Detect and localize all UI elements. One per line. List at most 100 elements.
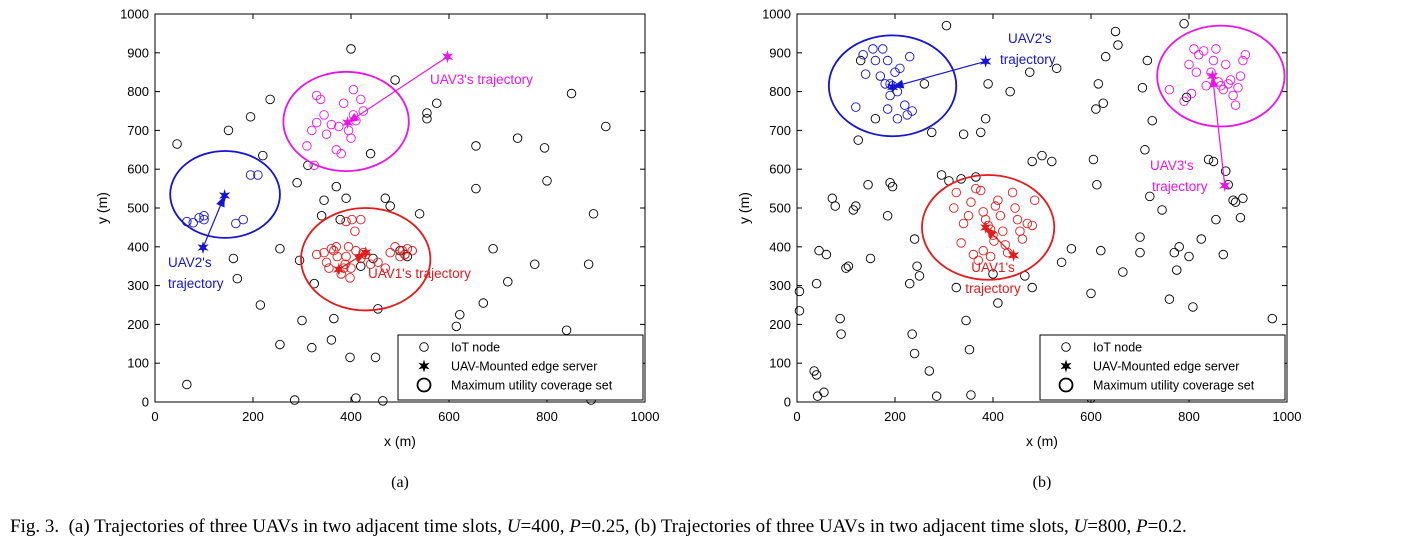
iot-node [402,251,413,262]
x-tick-label: 600 [1080,409,1102,424]
iot-node [451,321,462,332]
uav2-covered-node [878,44,888,54]
y-tick-label: 1000 [762,7,791,22]
iot-node [1211,214,1221,225]
uav2-covered-node [860,69,871,79]
iot-node [345,352,355,363]
iot-node [1157,205,1167,215]
y-axis-label: y (m) [94,192,110,224]
y-tick-label: 200 [127,317,149,332]
legend-server-label: UAV-Mounted edge server [1093,360,1239,374]
iot-node [1208,156,1219,167]
caption-b-p-val: =0.2. [1147,516,1187,537]
iot-node [1171,265,1182,275]
uav2-covered-node [858,49,868,60]
iot-node [1118,267,1128,277]
iot-node [1096,245,1106,256]
uav3-trajectory-label: UAV3's [1150,158,1194,173]
iot-node [341,193,351,204]
uav3-covered-node [334,121,344,132]
uav1-server-start [1008,248,1020,262]
iot-node [909,348,920,359]
iot-node [988,269,998,279]
uav1-covered-node [966,197,976,207]
panel-b: 0 200 400 600 800 1000 0 100 200 300 400 500 600 700 8… [736,7,1301,492]
x-tick-label: 400 [982,409,1004,424]
uav1-covered-node [395,251,405,262]
y-tick-label: 500 [127,201,149,216]
caption-b-u-var: U [1073,516,1088,537]
y-tick-label: 300 [769,278,791,293]
uav3-covered-node [356,94,366,105]
y-tick-label: 0 [142,395,149,410]
iot-node [503,276,513,287]
x-tick-label: 400 [340,409,362,424]
iot-node [1093,79,1104,89]
iot-node [365,148,376,159]
uav3-server-start [1219,179,1231,192]
iot-node [331,181,342,192]
uav1-covered-node [978,245,988,256]
iot-node [258,150,268,161]
uav1-covered-node [1022,218,1033,229]
uav1-coverage-circle [300,207,432,312]
iot-node [329,313,339,324]
uav3-covered-node [1191,67,1202,77]
uav2-covered-node [182,216,192,227]
uav1-covered-node [949,203,959,213]
uav1-covered-node [990,201,1001,211]
iot-node [941,20,952,31]
y-tick-label: 400 [127,239,149,254]
uav3-covered-node [1184,59,1194,70]
x-tick-label: 200 [884,409,906,424]
uav1-covered-node [331,242,342,252]
x-axis-label: x (m) [1026,433,1058,449]
uav2-coverage-circle [827,34,958,138]
uav1-covered-node [346,263,356,273]
y-tick-label: 500 [769,201,791,216]
iot-node [294,255,305,266]
uav1-covered-node [968,249,979,260]
uav2-covered-node [892,114,903,124]
uav2-covered-node [875,71,886,81]
uav3-covered-node [326,119,337,130]
uav3-covered-node [1238,55,1248,66]
iot-node [488,243,498,254]
uav2-covered-node [199,211,209,221]
iot-node [1140,145,1150,155]
y-tick-label: 700 [769,123,791,138]
uav1-covered-node [350,226,360,237]
uav1-covered-node [326,243,337,254]
uav2-covered-node [868,44,878,54]
iot-node [1098,98,1108,108]
caption-a-u-var: U [506,516,521,537]
iot-node [422,108,432,118]
iot-node [1169,247,1180,258]
uav1-covered-node [995,211,1006,221]
uav2-covered-node [900,100,910,110]
iot-node [566,88,577,99]
iot-node [265,94,275,105]
iot-node [530,259,540,270]
uav2-trajectory-line [892,60,986,88]
uav2-server-start [980,54,992,68]
panel-label: (a) [391,474,409,491]
iot-node [422,114,432,124]
uav2-covered-node [238,214,248,225]
iot-node [980,114,991,124]
x-tick-label: 800 [1178,409,1200,424]
uav2-trajectory-label: trajectory [1000,52,1056,67]
iot-node [289,395,300,405]
iot-node [1145,191,1155,202]
iot-node [380,193,391,204]
iot-node [811,370,822,380]
uav1-covered-node [1027,220,1037,231]
iot-node [1267,313,1278,324]
legend-iot-label: IoT node [451,341,500,355]
x-tick-label: 200 [242,409,264,424]
iot-node [1147,115,1157,126]
uav2-covered-node [882,104,893,114]
uav2-covered-node [245,170,256,180]
y-tick-label: 200 [769,317,791,332]
iot-node [843,261,854,271]
